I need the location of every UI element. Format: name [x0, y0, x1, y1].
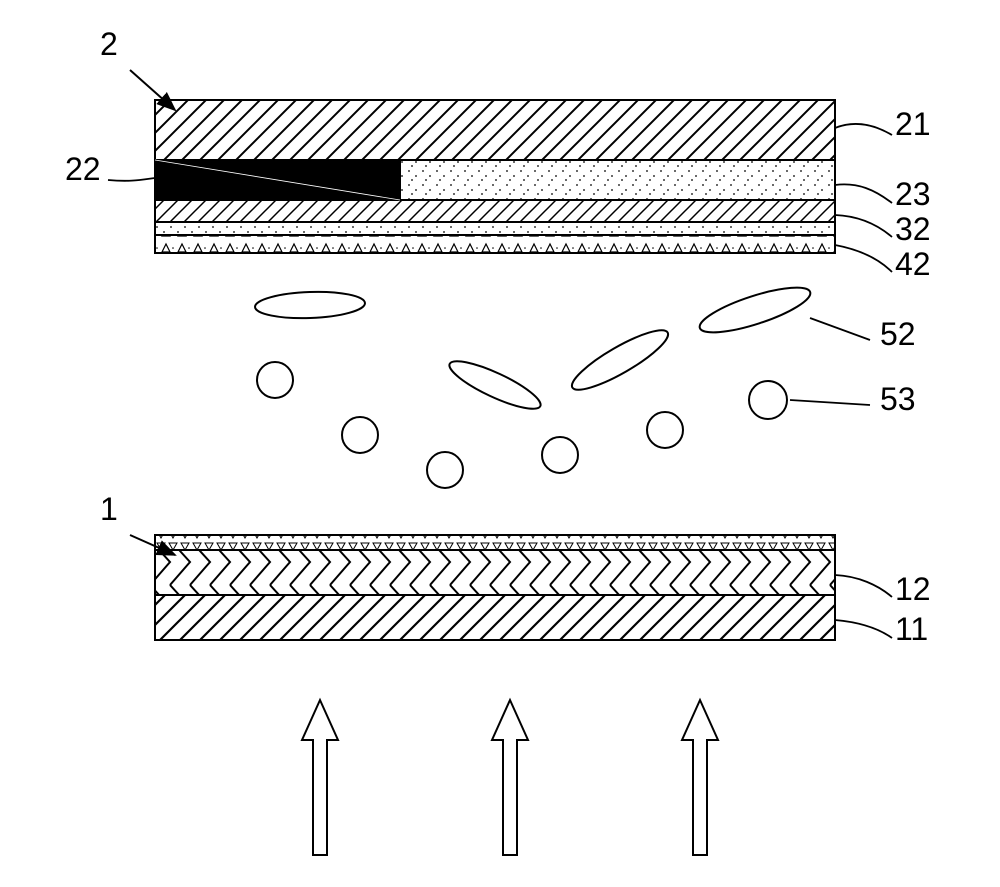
label-l52: 52	[880, 316, 916, 352]
label-l53: 53	[880, 381, 916, 417]
leader-line	[835, 124, 892, 135]
layer-42	[155, 235, 835, 253]
leader-line	[790, 400, 870, 405]
pointer-arrow	[130, 70, 175, 110]
up-arrow	[682, 700, 718, 855]
circle-particle	[647, 412, 683, 448]
leader-line	[810, 318, 870, 340]
label-l21: 21	[895, 106, 931, 142]
up-arrow	[302, 700, 338, 855]
label-l12: 12	[895, 571, 931, 607]
circle-particle	[257, 362, 293, 398]
circle-particle	[342, 417, 378, 453]
circle-particle	[749, 381, 787, 419]
ellipse-particle	[445, 353, 546, 417]
leader-line	[835, 245, 892, 272]
ellipse-particle	[566, 321, 674, 399]
layer-21	[155, 100, 835, 160]
leader-line	[835, 215, 892, 237]
layer-12	[155, 550, 835, 595]
leader-line	[835, 575, 892, 597]
layer-32	[155, 200, 835, 222]
up-arrow	[492, 700, 528, 855]
label-l22: 22	[65, 151, 101, 187]
label-l42: 42	[895, 246, 931, 282]
diagram-svg: 21222123324252531211	[0, 0, 1000, 887]
leader-line	[108, 178, 155, 181]
label-l23: 23	[895, 176, 931, 212]
ellipse-particle	[696, 279, 815, 341]
leader-line	[835, 184, 892, 203]
label-bottom_pointer: 1	[100, 491, 118, 527]
circle-particle	[542, 437, 578, 473]
circle-particle	[427, 452, 463, 488]
layer-top_tri	[155, 535, 835, 550]
layer-11	[155, 595, 835, 640]
label-top_pointer: 2	[100, 26, 118, 62]
layer-under32	[155, 222, 835, 235]
diagram-container: 21222123324252531211	[0, 0, 1000, 887]
leader-line	[835, 620, 892, 638]
label-l11: 11	[895, 611, 928, 647]
label-l32: 32	[895, 211, 931, 247]
ellipse-particle	[255, 290, 366, 320]
